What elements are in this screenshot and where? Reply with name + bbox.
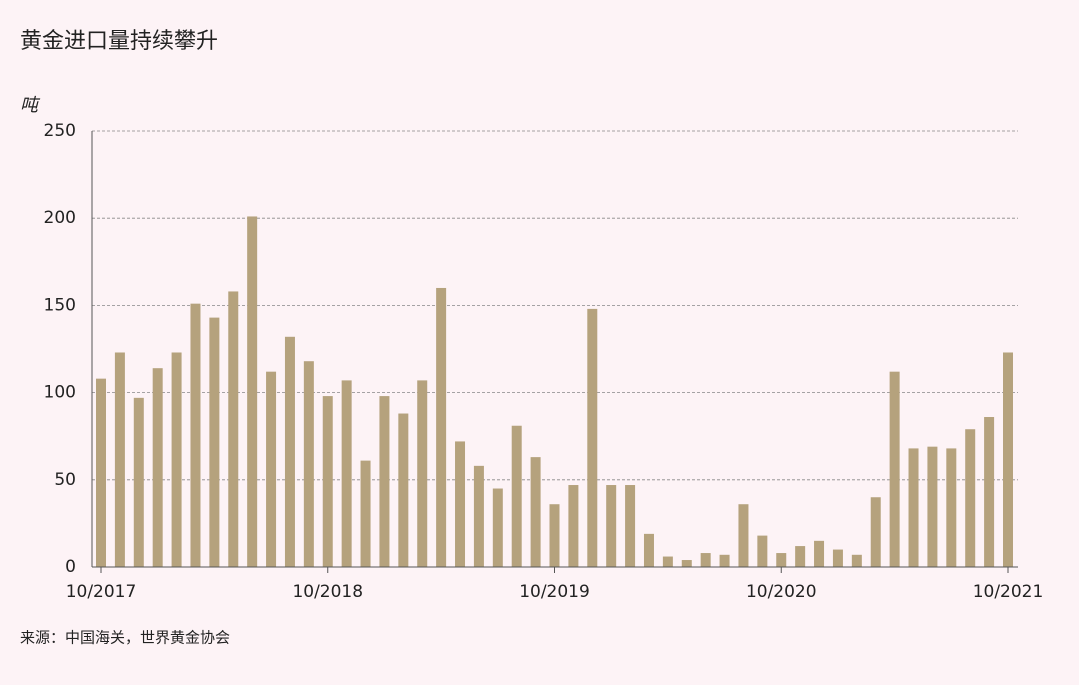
bar <box>492 488 503 567</box>
chart-title: 黄金进口量持续攀升 <box>20 29 218 54</box>
bar <box>266 371 277 567</box>
bar <box>795 546 806 567</box>
x-tick-label: 10/2019 <box>519 582 590 602</box>
y-tick-label: 0 <box>65 557 76 577</box>
bar <box>625 485 636 567</box>
bar <box>398 413 409 567</box>
x-tick-label: 10/2020 <box>746 582 817 602</box>
bar <box>662 556 673 567</box>
bar <box>700 553 711 567</box>
bar <box>984 417 995 567</box>
y-tick-label: 150 <box>44 295 76 315</box>
bar <box>908 448 919 567</box>
y-tick-label: 50 <box>54 470 76 490</box>
y-axis-label: 吨 <box>20 95 41 116</box>
bar <box>606 485 617 567</box>
bar <box>455 441 466 567</box>
bar <box>96 378 106 567</box>
y-tick-label: 100 <box>44 383 76 403</box>
bar <box>152 368 163 567</box>
y-tick-label: 250 <box>44 121 76 141</box>
bar <box>832 549 843 567</box>
bar <box>946 448 957 567</box>
bar <box>587 308 598 567</box>
bar <box>379 396 390 567</box>
bar <box>209 317 220 567</box>
x-tick-label: 10/2017 <box>66 582 137 602</box>
bar <box>927 446 938 567</box>
bar <box>757 535 768 567</box>
bar <box>341 380 352 567</box>
bar <box>436 287 447 567</box>
bar <box>738 504 749 567</box>
bar <box>360 460 371 567</box>
bar <box>133 397 144 567</box>
bar <box>322 396 333 567</box>
bar <box>1003 352 1013 567</box>
bar <box>473 465 484 567</box>
bar <box>851 554 862 567</box>
bar <box>171 352 182 567</box>
bar <box>870 497 881 567</box>
bar <box>776 553 787 567</box>
bar <box>228 291 239 567</box>
bar <box>530 457 541 567</box>
bar <box>114 352 125 567</box>
bar <box>417 380 428 567</box>
bar <box>303 361 314 567</box>
bar <box>568 485 579 567</box>
bar <box>511 425 522 567</box>
bar <box>965 429 976 567</box>
y-tick-label: 200 <box>44 208 76 228</box>
bar <box>190 303 201 567</box>
bar <box>247 216 258 567</box>
bar <box>643 533 654 567</box>
bar <box>719 554 730 567</box>
bar <box>889 371 900 567</box>
bar <box>549 504 560 567</box>
bar <box>681 560 692 567</box>
bar <box>284 336 295 567</box>
bar <box>814 540 825 567</box>
x-tick-label: 10/2021 <box>973 582 1044 602</box>
x-tick-label: 10/2018 <box>292 582 363 602</box>
source: 来源：中国海关，世界黄金协会 <box>20 629 230 647</box>
